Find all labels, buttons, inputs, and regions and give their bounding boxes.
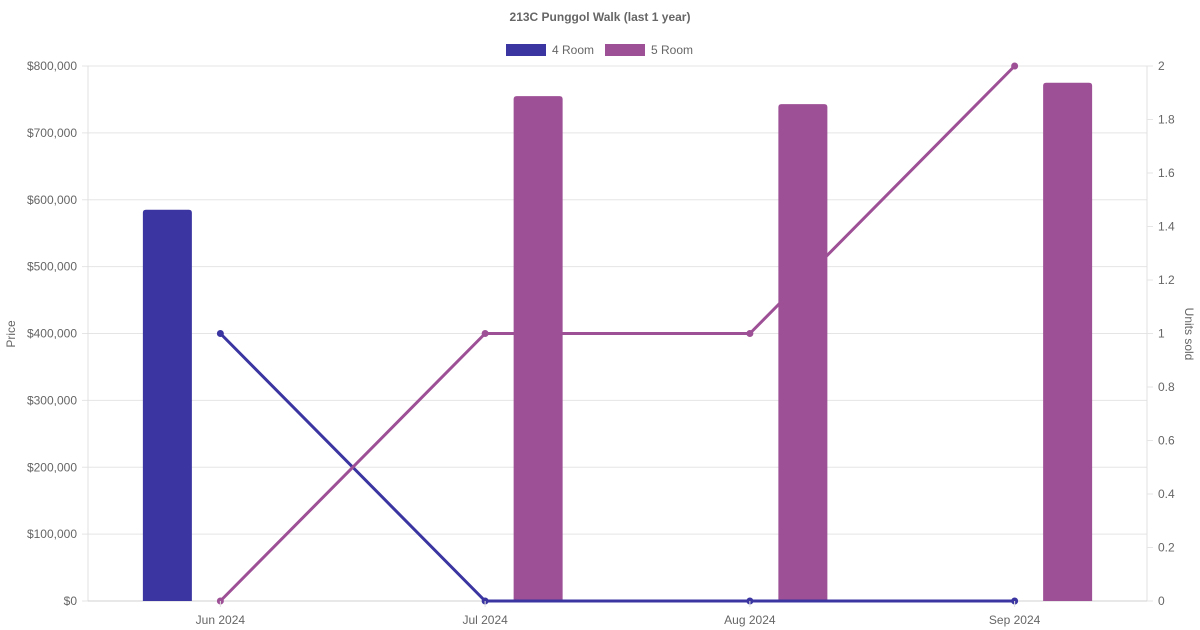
y-right-tick-label: 2 [1158,59,1165,73]
y-left-tick-label: $400,000 [27,327,77,341]
bar-5-room [1043,82,1093,601]
y-axis-left-title: Price [4,320,18,348]
y-right-tick-label: 0 [1158,594,1165,608]
y-right-tick-label: 1.2 [1158,273,1175,287]
y-right-tick-label: 1.6 [1158,166,1175,180]
legend-swatch [506,44,546,56]
x-axis: Jun 2024 Jul 2024 Aug 2024 Sep 2024 [196,601,1041,627]
bar-4-room [142,209,192,601]
y-left-tick-label: $200,000 [27,460,77,474]
y-left-tick-label: $800,000 [27,59,77,73]
legend: 4 Room 5 Room [506,43,693,57]
y-axis-left: $0 $100,000 $200,000 $300,000 $400,000 $500,0… [27,59,77,608]
bars [142,82,1093,602]
y-axis-right: 0 0.2 0.4 0.6 0.8 1 1.2 1.4 1.6 1.8 2 [1147,59,1175,608]
y-right-tick-label: 0.2 [1158,541,1175,555]
y-left-tick-label: $0 [64,594,78,608]
legend-swatch [605,44,645,56]
y-left-tick-label: $300,000 [27,393,77,407]
y-right-tick-label: 0.8 [1158,380,1175,394]
bar-5-room [778,104,828,602]
y-right-tick-label: 1 [1158,327,1165,341]
y-right-tick-label: 0.6 [1158,434,1175,448]
y-left-tick-label: $100,000 [27,527,77,541]
x-tick-label: Jul 2024 [462,613,508,627]
legend-label: 4 Room [552,43,594,57]
line-point [481,330,489,337]
y-right-tick-label: 1.4 [1158,220,1175,234]
y-left-tick-label: $500,000 [27,260,77,274]
bar-5-room [513,96,563,601]
x-tick-label: Aug 2024 [724,613,776,627]
x-tick-label: Sep 2024 [989,613,1041,627]
chart-title: 213C Punggol Walk (last 1 year) [510,10,691,24]
y-right-tick-label: 0.4 [1158,487,1175,501]
line-point [746,330,754,337]
x-tick-label: Jun 2024 [196,613,246,627]
y-left-tick-label: $700,000 [27,126,77,140]
lines [216,62,1019,605]
legend-label: 5 Room [651,43,693,57]
line-5-room [219,64,1016,603]
line-point [1011,62,1019,70]
y-right-tick-label: 1.8 [1158,113,1175,127]
y-left-tick-label: $600,000 [27,193,77,207]
y-axis-right-title: Units sold [1182,308,1196,361]
line-point [216,330,224,337]
